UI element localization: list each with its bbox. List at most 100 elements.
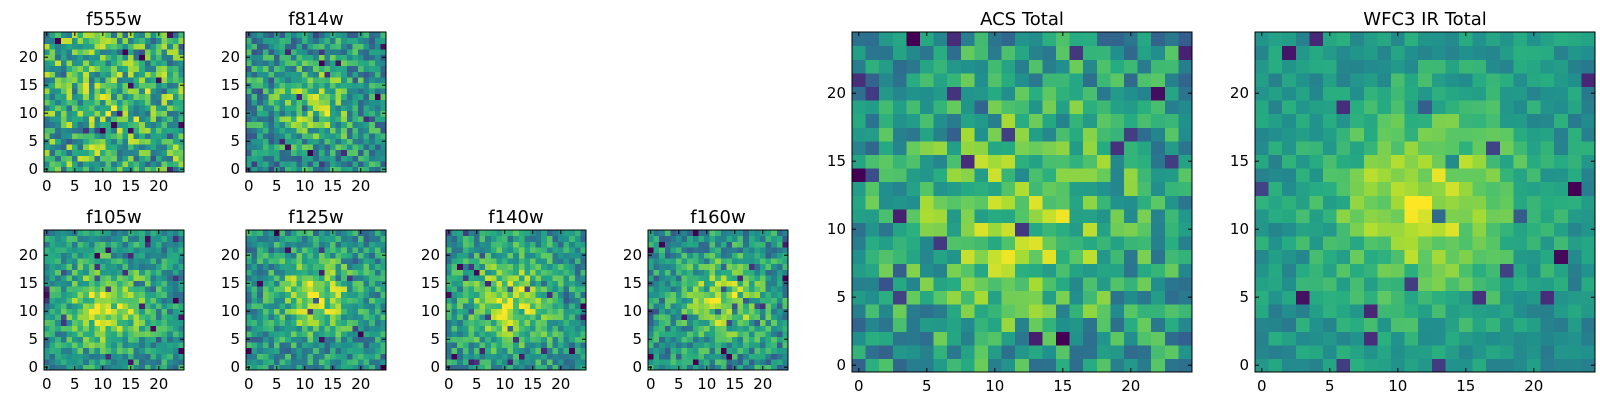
heatmap-cell [279,82,286,89]
heatmap-cell [1391,358,1406,373]
heatmap-cell [737,353,744,360]
heatmap-cell [363,76,370,83]
heatmap-cell [77,280,84,287]
heatmap-cell [782,274,789,281]
heatmap-cell [352,104,359,111]
heatmap-cell [760,308,767,315]
heatmap-cell [1513,317,1528,332]
heatmap-cell [369,144,376,151]
heatmap-cell [776,269,783,276]
heatmap-cell [128,149,135,156]
heatmap-cell [313,43,320,50]
heatmap-cell [94,330,101,337]
heatmap-cell [1083,236,1098,251]
heatmap-cell [865,208,880,223]
heatmap-cell [133,138,140,145]
heatmap-cell [490,353,497,360]
heatmap-cell [765,342,772,349]
heatmap-cell [457,297,464,304]
heatmap-cell [133,132,140,139]
heatmap-cell [161,65,168,72]
heatmap-cell [580,241,587,248]
axes-frame [245,229,387,371]
heatmap-cell [369,149,376,156]
heatmap-cell [128,127,135,134]
heatmap-cell [715,325,722,332]
heatmap-cell [732,274,739,281]
heatmap-cell [1056,59,1071,74]
heatmap-cell [72,60,79,67]
heatmap-cell [318,138,325,145]
heatmap-cell [156,48,163,55]
heatmap-cell [324,280,331,287]
heatmap-cell [307,347,314,354]
heatmap-cell [111,32,118,39]
heatmap-cell [664,342,671,349]
heatmap-cell [659,246,666,253]
heatmap-cell [139,160,146,167]
heatmap-cell [363,138,370,145]
heatmap-cell [648,358,655,365]
heatmap-cell [251,342,258,349]
heatmap-cell [246,263,253,270]
heatmap-cell [116,54,123,61]
heatmap-cell [144,269,151,276]
heatmap-cell [535,302,542,309]
heatmap-cell [100,308,107,315]
heatmap-cell [44,60,51,67]
heatmap-cell [302,149,309,156]
heatmap-cell [296,132,303,139]
heatmap-cell [474,308,481,315]
chart-title: f140w [488,207,543,228]
heatmap-cell [49,325,56,332]
heatmap-cell [1554,331,1569,346]
heatmap-cell [88,342,95,349]
heatmap-cell [1164,195,1179,210]
heatmap-cell [150,286,157,293]
heatmap-cell [285,308,292,315]
heatmap-cell [167,149,174,156]
heatmap-cell [72,302,79,309]
heatmap-cell [1042,32,1057,47]
heatmap-cell [167,104,174,111]
heatmap-cell [748,274,755,281]
heatmap-cell [352,241,359,248]
heatmap-cell [346,99,353,106]
heatmap-cell [111,88,118,95]
heatmap-cell [1137,100,1152,115]
heatmap-cell [485,330,492,337]
heatmap-cell [485,353,492,360]
heatmap-cell [1164,154,1179,169]
heatmap-cell [156,132,163,139]
heatmap-cell [66,48,73,55]
heatmap-cell [1110,276,1125,291]
heatmap-cell [947,249,962,264]
heatmap-cell [380,76,387,83]
heatmap-cell [653,269,660,276]
heatmap-cell [296,99,303,106]
heatmap-cell [122,246,129,253]
heatmap-cell [369,71,376,78]
heatmap-cell [100,71,107,78]
heatmap-cell [892,72,907,87]
heatmap-cell [257,65,264,72]
heatmap-cell [1350,208,1365,223]
y-tick-label: 20 [221,246,240,264]
heatmap-cell [100,235,107,242]
heatmap-cell [77,258,84,265]
heatmap-cell [479,235,486,242]
heatmap-cell [906,276,921,291]
heatmap-cell [1124,344,1139,359]
heatmap-cell [947,195,962,210]
heatmap-cell [318,43,325,50]
heatmap-cell [1350,181,1365,196]
heatmap-cell [530,297,537,304]
heatmap-cell [879,358,894,373]
heatmap-cell [369,330,376,337]
heatmap-cell [653,246,660,253]
heatmap-cell [150,166,157,173]
heatmap-cell [66,358,73,365]
heatmap-cell [715,258,722,265]
heatmap-cell [116,364,123,371]
heatmap-cell [88,302,95,309]
